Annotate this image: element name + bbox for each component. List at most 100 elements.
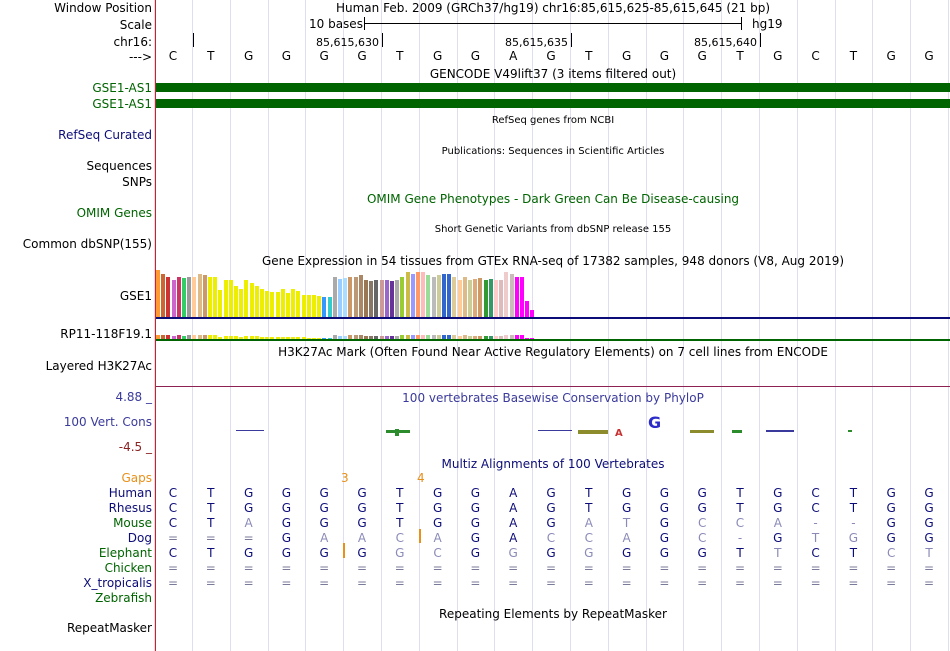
species-label[interactable]: Dog bbox=[127, 531, 152, 545]
gencode-feature[interactable] bbox=[156, 83, 950, 92]
gtex-bar[interactable] bbox=[223, 280, 228, 317]
publications-label[interactable]: Sequences bbox=[86, 159, 152, 173]
gtex-bar[interactable] bbox=[504, 272, 509, 317]
gtex-small-bar[interactable] bbox=[410, 335, 415, 339]
gtex-small-bar[interactable] bbox=[286, 337, 290, 339]
gtex-small-bar[interactable] bbox=[327, 338, 332, 339]
gtex-bar[interactable] bbox=[442, 274, 446, 317]
gtex-bar[interactable] bbox=[384, 280, 389, 317]
gtex-bar[interactable] bbox=[338, 279, 342, 317]
gtex-bar[interactable] bbox=[488, 279, 493, 317]
gtex-bar[interactable] bbox=[296, 291, 301, 317]
gtex-small-bar[interactable] bbox=[499, 336, 504, 339]
gtex-small-bar[interactable] bbox=[405, 335, 410, 339]
gtex-small-bar[interactable] bbox=[161, 335, 166, 339]
gtex-small-bar[interactable] bbox=[390, 336, 394, 339]
gtex-small-bar[interactable] bbox=[187, 335, 192, 339]
gencode-item-label[interactable]: GSE1-AS1 bbox=[92, 97, 152, 111]
gtex-small-bar[interactable] bbox=[197, 335, 202, 339]
gtex-bar[interactable] bbox=[275, 292, 280, 317]
gtex-bar[interactable] bbox=[525, 301, 530, 317]
gtex-small-bar[interactable] bbox=[322, 338, 327, 339]
gtex-small-bar[interactable] bbox=[530, 338, 535, 339]
gtex-bar[interactable] bbox=[405, 272, 410, 317]
gtex-bar[interactable] bbox=[291, 289, 296, 317]
gtex-gene-label[interactable]: RP11-118F19.1 bbox=[60, 327, 152, 341]
gtex-small-bar[interactable] bbox=[452, 335, 457, 339]
gtex-bar[interactable] bbox=[176, 277, 181, 317]
species-alignment-row[interactable]: = = = = = = = = = = = = = = = = = = = = = bbox=[156, 576, 950, 591]
gtex-small-bar[interactable] bbox=[462, 335, 467, 339]
dbsnp-label[interactable]: Common dbSNP(155) bbox=[22, 237, 152, 251]
gtex-small-bar[interactable] bbox=[358, 335, 363, 339]
gtex-small-bar[interactable] bbox=[431, 335, 436, 339]
gtex-bar[interactable] bbox=[395, 280, 400, 317]
gtex-bar[interactable] bbox=[468, 280, 472, 317]
gtex-bar[interactable] bbox=[473, 279, 478, 317]
species-label[interactable]: Zebrafish bbox=[95, 591, 152, 605]
gtex-bar[interactable] bbox=[202, 275, 207, 317]
gtex-bar[interactable] bbox=[171, 280, 176, 317]
gtex-small-bar[interactable] bbox=[275, 337, 280, 339]
gtex-bar[interactable] bbox=[197, 274, 202, 317]
gtex-bar[interactable] bbox=[280, 289, 285, 317]
gtex-small-bar[interactable] bbox=[223, 336, 228, 339]
gtex-small-bar[interactable] bbox=[270, 337, 275, 339]
gtex-small-bar[interactable] bbox=[416, 335, 420, 339]
gtex-bar[interactable] bbox=[265, 291, 270, 317]
gtex-bar[interactable] bbox=[208, 277, 212, 317]
gtex-small-bar[interactable] bbox=[442, 335, 446, 339]
snps-label[interactable]: SNPs bbox=[122, 175, 152, 189]
gtex-small-bar[interactable] bbox=[520, 335, 524, 339]
gtex-small-bar[interactable] bbox=[400, 335, 405, 339]
gtex-small-bar[interactable] bbox=[156, 335, 160, 339]
species-label[interactable]: X_tropicalis bbox=[83, 576, 152, 590]
gtex-small-bar[interactable] bbox=[332, 335, 337, 339]
gtex-bar[interactable] bbox=[254, 286, 259, 317]
gtex-small-bar[interactable] bbox=[176, 335, 181, 339]
gtex-bar[interactable] bbox=[327, 297, 332, 317]
species-label[interactable]: Rhesus bbox=[108, 501, 152, 515]
gtex-bar[interactable] bbox=[301, 295, 306, 317]
gtex-bar[interactable] bbox=[166, 277, 171, 317]
gtex-bar[interactable] bbox=[161, 274, 166, 317]
gtex-bar[interactable] bbox=[260, 289, 264, 317]
gtex-small-bar[interactable] bbox=[234, 336, 238, 339]
gtex-small-bar[interactable] bbox=[379, 336, 384, 339]
gtex-small-bar[interactable] bbox=[317, 338, 322, 339]
gtex-small-bar[interactable] bbox=[514, 335, 519, 339]
species-label[interactable]: Chicken bbox=[104, 561, 152, 575]
gtex-small-bar[interactable] bbox=[306, 338, 311, 339]
species-alignment-row[interactable]: = = = G A A C A G A C C A G C - G T G G G bbox=[156, 531, 950, 546]
gtex-bar[interactable] bbox=[244, 280, 249, 317]
gtex-bar[interactable] bbox=[447, 274, 452, 317]
gtex-bar[interactable] bbox=[452, 277, 457, 317]
gtex-small-bar[interactable] bbox=[213, 335, 218, 339]
gtex-bar[interactable] bbox=[530, 310, 535, 317]
gtex-bar[interactable] bbox=[249, 283, 254, 317]
gtex-bar[interactable] bbox=[483, 280, 488, 317]
gtex-small-bar[interactable] bbox=[509, 335, 514, 339]
gtex-small-bar[interactable] bbox=[488, 336, 493, 339]
phylop-label[interactable]: 100 Vert. Cons bbox=[63, 415, 152, 429]
gtex-small-bar[interactable] bbox=[483, 336, 488, 339]
gtex-small-bar[interactable] bbox=[312, 338, 316, 339]
gtex-small-bar[interactable] bbox=[364, 336, 368, 339]
gtex-bar[interactable] bbox=[312, 295, 316, 317]
gencode-item-label[interactable]: GSE1-AS1 bbox=[92, 81, 152, 95]
gtex-small-bar[interactable] bbox=[239, 337, 244, 339]
gtex-bar[interactable] bbox=[400, 277, 405, 317]
gtex-bar[interactable] bbox=[457, 280, 462, 317]
gtex-small-bar[interactable] bbox=[338, 336, 342, 339]
gtex-bar[interactable] bbox=[182, 278, 186, 317]
gtex-bar[interactable] bbox=[494, 280, 498, 317]
gtex-small-bar[interactable] bbox=[369, 336, 374, 339]
omim-label[interactable]: OMIM Genes bbox=[76, 206, 152, 220]
gtex-small-bar[interactable] bbox=[494, 336, 498, 339]
gtex-bar[interactable] bbox=[499, 280, 504, 317]
gtex-small-bar[interactable] bbox=[374, 336, 379, 339]
gtex-small-bar[interactable] bbox=[171, 336, 176, 339]
species-alignment-row[interactable]: = = = = = = = = = = = = = = = = = = = = = bbox=[156, 561, 950, 576]
